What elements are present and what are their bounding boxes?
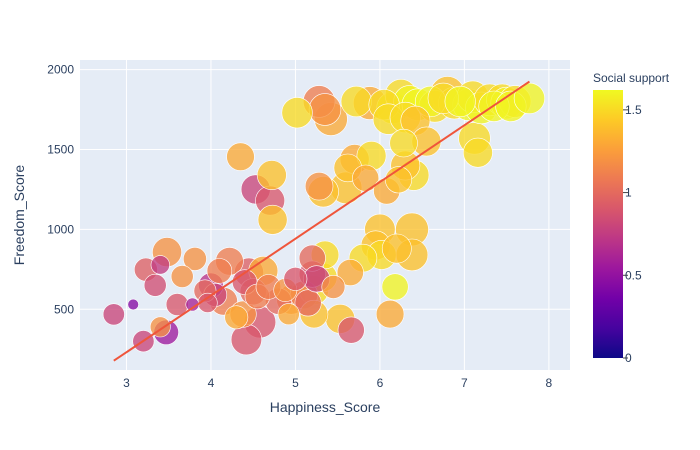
x-tick-label: 3 (123, 376, 130, 390)
data-point (281, 97, 313, 129)
y-tick-label: 1500 (47, 142, 74, 156)
data-point (294, 289, 322, 317)
data-point (283, 266, 308, 291)
colorbar-tick-label: 0 (625, 351, 632, 365)
colorbar-tick-label: 1.5 (625, 103, 642, 117)
y-tick-label: 2000 (47, 63, 74, 77)
data-point (143, 273, 167, 297)
data-point (308, 93, 342, 126)
y-axis-ticks: 500 1000 1500 2000 (47, 63, 74, 317)
x-tick-label: 4 (208, 376, 215, 390)
trendline (113, 80, 531, 362)
x-axis-title: Happiness_Score (270, 399, 381, 415)
colorbar-title: Social support (593, 71, 670, 85)
data-point (304, 172, 334, 201)
colorbar-gradient (593, 90, 623, 358)
data-point (150, 255, 170, 275)
data-point (513, 82, 546, 114)
x-tick-label: 5 (292, 376, 299, 390)
data-point (170, 265, 194, 288)
data-point (256, 160, 287, 191)
data-point (182, 246, 207, 271)
y-tick-label: 500 (54, 302, 74, 316)
colorbar-tick-label: 0.5 (625, 268, 642, 282)
data-point (340, 85, 372, 118)
colorbar-tick-label: 1 (625, 186, 632, 200)
data-point (389, 128, 418, 158)
data-point (224, 305, 249, 330)
x-tick-label: 8 (546, 376, 553, 390)
data-point (444, 85, 476, 118)
x-axis-ticks: 3 4 5 6 7 8 (123, 376, 552, 390)
data-point (375, 299, 405, 329)
trendline-layer (113, 80, 531, 362)
y-tick-label: 1000 (47, 222, 74, 236)
x-tick-label: 7 (461, 376, 468, 390)
data-point (381, 273, 409, 301)
colorbar-ticks: 0 0.5 1 1.5 (623, 103, 642, 365)
data-point (226, 142, 255, 171)
data-point (462, 137, 493, 168)
colorbar: Social support 0 0.5 1 1.5 (593, 71, 670, 365)
data-point (206, 258, 233, 284)
data-point (277, 303, 300, 326)
data-point (381, 233, 412, 264)
y-axis-title: Freedom_Score (11, 165, 27, 266)
data-point (336, 258, 364, 286)
data-point (321, 274, 346, 299)
data-point (102, 303, 125, 326)
data-point (127, 298, 139, 311)
data-point (257, 204, 288, 235)
data-point (337, 316, 365, 344)
x-tick-label: 6 (377, 376, 384, 390)
